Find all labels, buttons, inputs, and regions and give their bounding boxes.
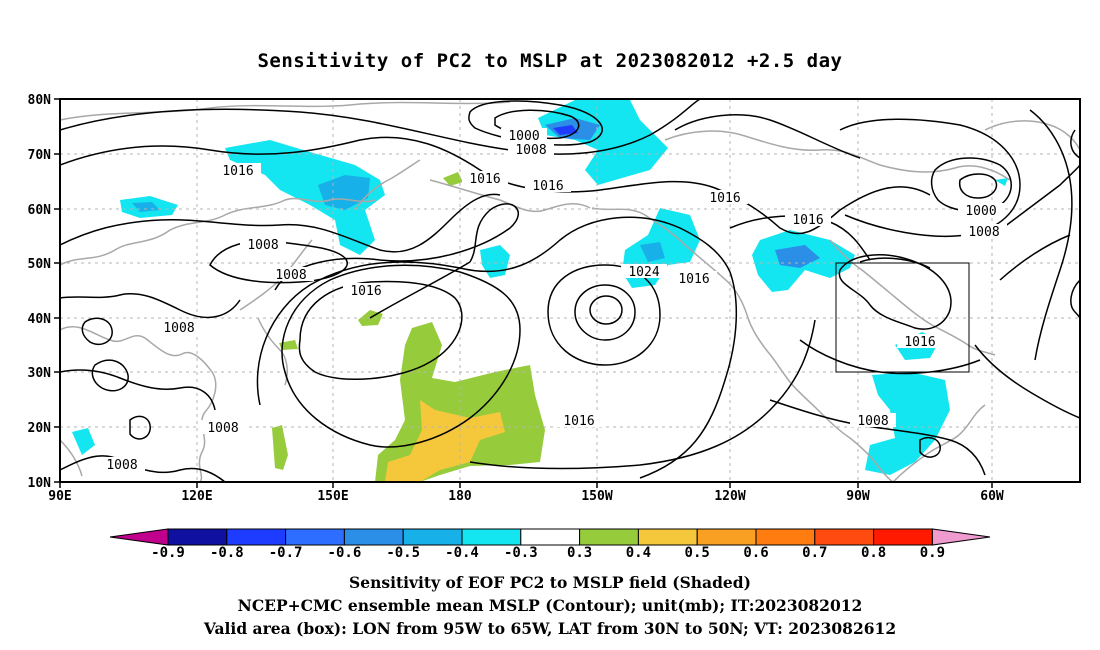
- coastlines: [60, 101, 1080, 482]
- colorbar-tick-label: -0.5: [386, 545, 420, 561]
- contour-label: 1008: [275, 268, 306, 283]
- lat-label: 70N: [28, 148, 52, 163]
- colorbar-tick-label: 0.5: [685, 545, 710, 561]
- lat-label: 10N: [28, 476, 52, 491]
- colorbar-tick-label: -0.9: [151, 545, 185, 561]
- contour-labels: 1000 1008 1016 1016 1016 1016 1016 1008 …: [99, 128, 1007, 473]
- colorbar-tick-label: 0.3: [567, 545, 592, 561]
- lon-label: 60W: [980, 489, 1004, 504]
- contour-label: 1016: [469, 172, 500, 187]
- contour-label: 1016: [350, 284, 381, 299]
- colorbar-tick-label: -0.4: [445, 545, 479, 561]
- lat-label: 80N: [28, 93, 52, 108]
- lon-labels: 90E 120E 150E 180 150W 120W 90W 60W: [48, 489, 1004, 504]
- positive-sensitivity-core: [385, 400, 505, 482]
- colorbar-swatch: [402, 528, 463, 546]
- negative-sensitivity-canada-core: [775, 245, 820, 268]
- lon-label: 180: [448, 489, 472, 504]
- lat-label: 60N: [28, 203, 52, 218]
- colorbar-arrow-low: [109, 528, 169, 546]
- negative-sensitivity-gulf: [865, 372, 950, 475]
- contour-label: 1016: [792, 213, 823, 228]
- colorbar-swatch: [637, 528, 698, 546]
- negative-sensitivity-qc: [995, 178, 1008, 186]
- lat-label: 20N: [28, 421, 52, 436]
- colorbar-tick-label: -0.6: [328, 545, 362, 561]
- colorbar-swatch: [873, 528, 933, 546]
- lat-labels: 80N 70N 60N 50N 40N 30N 20N 10N: [28, 93, 52, 491]
- contour-label: 1016: [532, 179, 563, 194]
- lon-label: 150W: [581, 489, 612, 504]
- contour-label: 1008: [247, 238, 278, 253]
- contour-label: 1016: [222, 164, 253, 179]
- colorbar-tick-label: -0.7: [269, 545, 303, 561]
- negative-sensitivity-aleut: [480, 245, 510, 278]
- negative-sensitivity-phil: [72, 428, 95, 455]
- contour-label: 1016: [678, 272, 709, 287]
- contour-label: 1016: [709, 191, 740, 206]
- colorbar-swatch: [285, 528, 345, 546]
- contour-label: 1008: [106, 458, 137, 473]
- contour-label: 1008: [207, 421, 238, 436]
- colorbar-swatch: [755, 528, 816, 546]
- contour-label: 1008: [857, 414, 888, 429]
- colorbar-tick-label: 0.7: [802, 545, 827, 561]
- contour-label: 1016: [563, 414, 594, 429]
- negative-sensitivity-alaska-core: [640, 242, 665, 262]
- lon-label: 90W: [846, 489, 870, 504]
- lat-label: 50N: [28, 257, 52, 272]
- colorbar-tick-label: -0.8: [210, 545, 244, 561]
- colorbar-tick-label: 0.8: [861, 545, 886, 561]
- colorbar-tick-label: 0.6: [743, 545, 768, 561]
- lat-label: 30N: [28, 366, 52, 381]
- map-title: Sensitivity of PC2 to MSLP at 2023082012…: [257, 50, 843, 72]
- colorbar-swatch: [226, 528, 287, 546]
- positive-sensitivity-small-1: [272, 425, 288, 470]
- colorbar: -0.9 -0.8 -0.7 -0.6 -0.5 -0.4 -0.3 0.3 0.4 0.5 0.6…: [109, 528, 991, 561]
- contour-label: 1024: [628, 265, 659, 280]
- colorbar-tick-label: -0.3: [504, 545, 538, 561]
- colorbar-swatch: [167, 528, 228, 546]
- valid-area-box: [835, 262, 970, 373]
- colorbar-tick-label: 0.9: [920, 545, 945, 561]
- negative-sensitivity-arctic-core-2: [553, 125, 578, 135]
- negative-sensitivity-siberia: [225, 140, 385, 255]
- positive-sensitivity-small-4: [443, 172, 463, 186]
- contour-label: 1008: [968, 225, 999, 240]
- colorbar-tick-label: 0.4: [626, 545, 651, 561]
- lon-label: 120E: [181, 489, 212, 504]
- contour-label: 1008: [163, 321, 194, 336]
- lat-label: 40N: [28, 312, 52, 327]
- contour-label: 1000: [508, 129, 539, 144]
- colorbar-swatch: [461, 528, 522, 546]
- lon-label: 150E: [317, 489, 348, 504]
- contour-label: 1008: [515, 143, 546, 158]
- colorbar-swatch: [343, 528, 404, 546]
- sensitivity-shading: [72, 100, 1008, 482]
- colorbar-swatch: [814, 528, 875, 546]
- map-frame: [59, 98, 1081, 483]
- colorbar-swatch: [579, 528, 639, 546]
- lon-label: 120W: [714, 489, 745, 504]
- lon-label: 90E: [48, 489, 71, 504]
- caption-line-1: Sensitivity of EOF PC2 to MSLP field (Sh…: [349, 573, 751, 592]
- contour-label: 1000: [965, 204, 996, 219]
- colorbar-swatch: [696, 528, 757, 546]
- positive-sensitivity-small-3: [279, 340, 298, 350]
- colorbar-swatch: [520, 528, 581, 546]
- colorbar-arrow-high: [931, 528, 991, 546]
- caption-line-3: Valid area (box): LON from 95W to 65W, L…: [203, 619, 897, 638]
- contour-label: 1016: [904, 335, 935, 350]
- axis-ticks: [54, 98, 993, 488]
- caption-line-2: NCEP+CMC ensemble mean MSLP (Contour); u…: [237, 596, 863, 615]
